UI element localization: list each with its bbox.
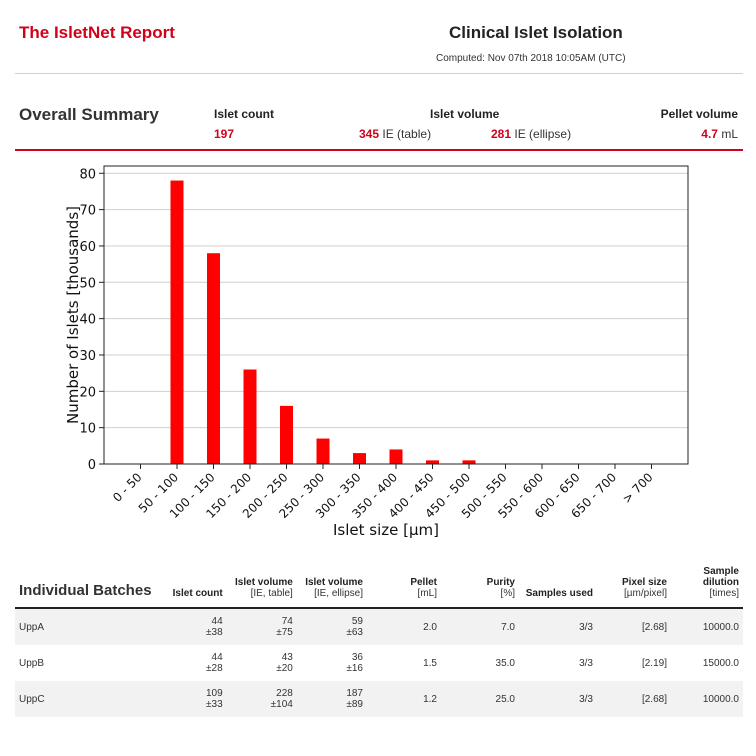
batch-samples-used: 3/3 <box>579 657 593 669</box>
batch-volume-table: 74 ±75 <box>226 608 297 645</box>
bar <box>353 453 366 464</box>
bar <box>170 180 184 464</box>
x-axis-label: Islet size [µm] <box>333 521 439 539</box>
table-row: UppB 44 ±28 43 ±20 36 ±16 1.5 35.0 3/3 [2.19] 15000… <box>15 645 743 681</box>
batch-islet-count: 109 ±33 <box>164 681 227 717</box>
y-tick-label: 80 <box>79 167 96 182</box>
y-tick-label: 40 <box>79 313 96 328</box>
batch-pellet: 1.2 <box>367 681 441 717</box>
bar <box>243 369 257 464</box>
batches-title: Individual Batches <box>19 582 152 599</box>
batch-samples-used: 3/3 <box>519 608 597 645</box>
batch-volume-ellipse: 187 ±89 <box>296 681 367 717</box>
y-tick-label: 0 <box>88 458 96 473</box>
bar <box>280 405 293 464</box>
summary-divider <box>15 149 743 151</box>
y-tick-label: 20 <box>79 385 96 400</box>
x-tick-label: 0 - 50 <box>110 470 145 505</box>
table-row: UppA 44 ±38 74 ±75 59 ±63 2.0 7.0 3/3 [2.68] 10000.… <box>15 608 743 645</box>
batch-pixel-size: [2.68] <box>597 608 671 645</box>
batch-purity: 7.0 <box>441 608 519 645</box>
document-title: Clinical Islet Isolation <box>449 23 623 42</box>
y-tick-label: 60 <box>79 240 96 255</box>
batches-table: Individual Batches Islet count Islet vol… <box>15 566 743 717</box>
overall-summary: Overall Summary Islet count 197 Islet vo… <box>0 100 756 152</box>
batch-purity: 35.0 <box>495 657 515 669</box>
batch-sample-dilution: 10000.0 <box>671 608 743 645</box>
bar <box>316 438 330 464</box>
batch-pellet: 2.0 <box>367 608 441 645</box>
pellet-volume-value: 4.7 mL <box>701 127 738 141</box>
x-tick-label: > 700 <box>620 470 656 506</box>
col-sample-dilution: Sample dilution [times] <box>702 566 739 599</box>
table-row: UppC 109 ±33 228 ±104 187 ±89 1.2 25.0 3/3 [2.68] 1… <box>15 681 743 717</box>
brand-title: The IsletNet Report <box>19 23 175 42</box>
batch-purity: 25.0 <box>441 681 519 717</box>
pellet-volume-label: Pellet volume <box>660 107 738 121</box>
report-header: The IsletNet Report Clinical Islet Isola… <box>0 0 756 74</box>
batch-samples-used: 3/3 <box>519 681 597 717</box>
batch-islet-count: 44 ±38 <box>164 608 227 645</box>
col-pellet: Pellet [mL] <box>410 577 437 599</box>
batch-pixel-size: [2.19] <box>641 657 667 669</box>
bar <box>389 449 403 464</box>
batch-volume-ellipse: 36 ±16 <box>346 652 363 674</box>
islet-volume-label: Islet volume <box>430 107 500 121</box>
y-tick-label: 50 <box>79 276 96 291</box>
islet-count-value: 197 <box>214 127 235 141</box>
batch-sample-dilution: 10000.0 <box>671 681 743 717</box>
batch-name: UppA <box>15 608 165 645</box>
batch-volume-table: 228 ±104 <box>226 681 297 717</box>
summary-title: Overall Summary <box>19 105 159 124</box>
bar <box>462 460 476 464</box>
header-divider <box>15 73 743 74</box>
batch-pixel-size: [2.68] <box>597 681 671 717</box>
plot-frame <box>103 165 689 465</box>
batch-volume-ellipse: 59 ±63 <box>296 608 367 645</box>
batch-volume-table: 43 ±20 <box>276 652 293 674</box>
col-volume-table: Islet volume [IE, table] <box>235 577 293 599</box>
col-pixel-size: Pixel size [µm/pixel] <box>621 577 667 599</box>
individual-batches: Individual Batches Islet count Islet vol… <box>15 566 743 717</box>
islet-count-label: Islet count <box>214 107 275 121</box>
y-tick-label: 70 <box>79 204 96 219</box>
col-islet-count: Islet count <box>172 588 223 599</box>
y-tick-label: 10 <box>79 422 96 437</box>
col-samples-used: Samples used <box>525 588 593 599</box>
islet-volume-table: 345 IE (table) <box>359 127 432 141</box>
batch-name: UppC <box>15 681 165 717</box>
computed-timestamp: Computed: Nov 07th 2018 10:05AM (UTC) <box>436 53 626 64</box>
batch-islet-count: 44 ±28 <box>206 652 223 674</box>
bar <box>426 460 439 464</box>
col-volume-ellipse: Islet volume [IE, ellipse] <box>305 577 363 599</box>
batch-sample-dilution: 15000.0 <box>702 657 739 669</box>
batch-name: UppB <box>19 657 45 669</box>
y-axis-label: Number of Islets [thousands] <box>64 206 82 424</box>
col-purity: Purity [%] <box>486 577 515 599</box>
y-tick-label: 30 <box>79 349 96 364</box>
islet-volume-ellipse: 281 IE (ellipse) <box>491 127 572 141</box>
batch-pellet: 1.5 <box>423 657 437 669</box>
bar <box>207 253 220 464</box>
batches-header-row: Individual Batches Islet count Islet vol… <box>15 566 743 608</box>
